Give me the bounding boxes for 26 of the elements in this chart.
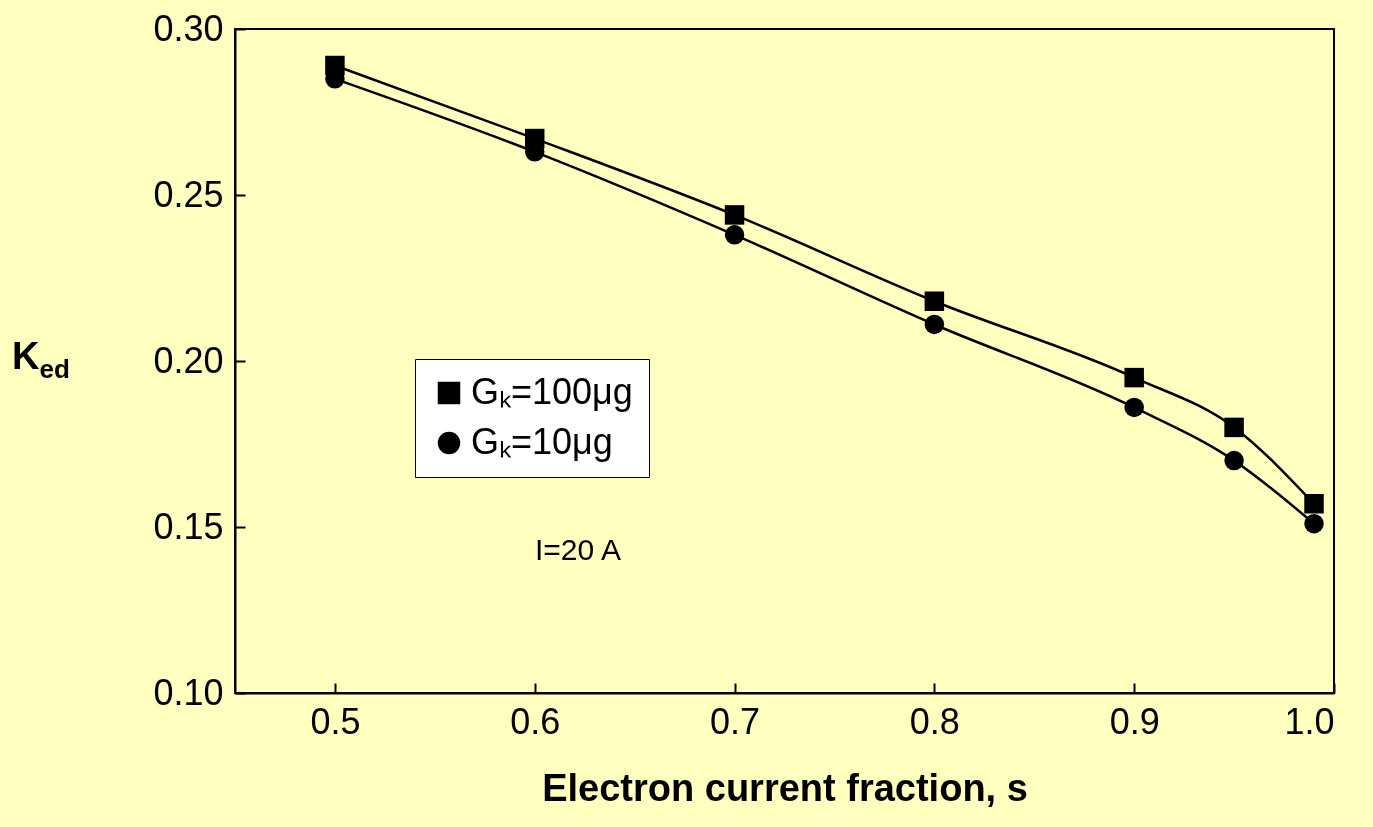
y-tick-label: 0.20 [153,339,224,381]
point [1304,513,1324,534]
y-tick-label: 0.10 [153,671,224,713]
annotation: I=20 A [535,533,621,566]
x-tick-label: 0.8 [909,700,960,742]
point [924,291,945,311]
y-axis-title: K$_{ed}$ [12,335,70,385]
x-tick-label: 0.9 [1109,700,1160,742]
y-tick-label: 0.15 [153,505,224,547]
point [1124,367,1144,388]
x-tick-label: 0.5 [310,700,361,742]
legend-label: Gₖ=10μg [471,421,613,462]
point [1124,397,1144,418]
y-tick-label: 0.30 [153,7,224,49]
point [724,225,745,245]
point [1224,450,1244,471]
x-tick-label: 0.6 [510,700,561,742]
x-axis-title: Electron current fraction, s [542,766,1028,809]
y-tick-label: 0.25 [153,173,224,215]
x-tick-label: 1.0 [1284,700,1335,742]
point [1304,494,1324,514]
x-tick-label: 0.7 [710,700,761,742]
point [924,314,945,335]
point [1224,417,1244,438]
point [724,205,745,225]
legend-label: Gₖ=100μg [471,371,633,412]
